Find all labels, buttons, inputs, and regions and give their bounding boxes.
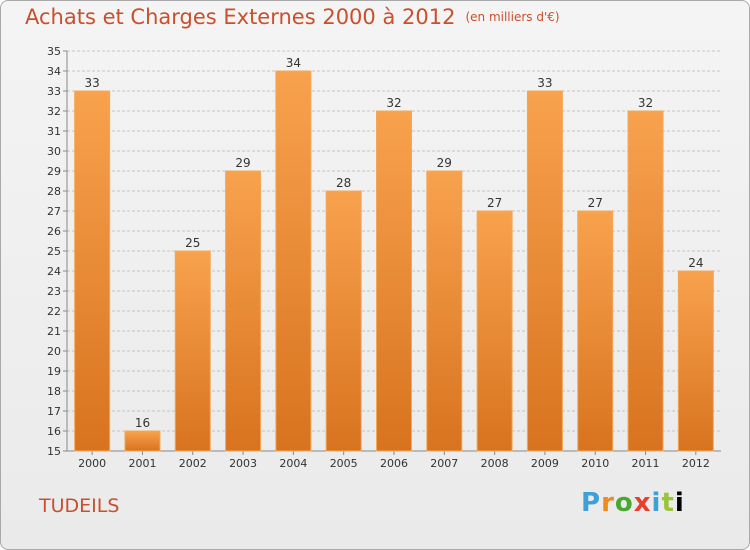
value-label: 27 [588,196,603,210]
logo-letter: i [674,488,685,518]
x-tick-label: 2006 [380,457,408,470]
y-tick-label: 23 [47,285,61,298]
y-tick-label: 19 [47,365,61,378]
value-label: 29 [437,156,452,170]
logo-letter: r [601,488,615,518]
x-tick-label: 2012 [682,457,710,470]
bar-2006 [376,110,412,452]
bar-2005 [325,190,362,452]
x-tick-label: 2010 [581,457,609,470]
bar-2002 [174,250,211,452]
bar-2003 [225,170,262,452]
y-tick-label: 24 [47,265,61,278]
y-tick-label: 28 [47,185,61,198]
y-tick-label: 17 [47,405,61,418]
chart-title: Achats et Charges Externes 2000 à 2012 (e… [25,5,560,29]
y-tick-label: 31 [47,125,61,138]
value-label: 32 [386,96,401,110]
y-tick-label: 33 [47,85,61,98]
value-label: 32 [638,96,653,110]
chart-title-text: Achats et Charges Externes 2000 à 2012 [25,5,456,29]
bar-2011 [627,110,664,452]
y-tick-label: 34 [47,65,61,78]
commune-name: TUDEILS [39,495,120,517]
y-tick-label: 26 [47,225,61,238]
y-tick-label: 18 [47,385,61,398]
y-tick-label: 35 [47,45,61,58]
value-label: 34 [286,56,301,70]
y-tick-label: 16 [47,425,61,438]
x-tick-label: 2007 [430,457,458,470]
logo-letter: x [633,488,652,518]
y-tick-label: 15 [47,445,61,458]
logo-letter: t [661,488,675,518]
x-tick-label: 2001 [128,457,156,470]
y-tick-label: 20 [47,345,61,358]
logo-letter: o [614,488,634,518]
x-tick-label: 2003 [229,457,257,470]
bar-2000 [74,90,111,452]
y-tick-label: 25 [47,245,61,258]
value-label: 16 [135,416,150,430]
logo-letter: P [581,488,602,518]
x-tick-label: 2009 [531,457,559,470]
value-label: 28 [336,176,351,190]
bar-2004 [275,70,312,452]
value-label: 25 [185,236,200,250]
bar-2012 [677,270,714,452]
bar-2009 [526,90,563,452]
x-tick-label: 2002 [179,457,207,470]
proxiti-logo: Proxiti [581,488,685,518]
y-tick-label: 21 [47,325,61,338]
y-tick-label: 32 [47,105,61,118]
x-tick-label: 2008 [481,457,509,470]
value-label: 33 [85,76,100,90]
bars [74,70,714,452]
value-label: 29 [235,156,250,170]
y-tick-label: 30 [47,145,61,158]
y-tick-label: 27 [47,205,61,218]
x-tick-label: 2011 [632,457,660,470]
value-label: 24 [688,256,703,270]
value-label: 33 [537,76,552,90]
chart-unit-note: (en milliers d'€) [465,10,560,24]
y-tick-label: 29 [47,165,61,178]
bar-2001 [124,430,161,452]
x-tick-label: 2004 [279,457,307,470]
logo-letter: i [651,488,662,518]
y-tick-label: 22 [47,305,61,318]
bar-2008 [476,210,513,452]
bar-2010 [577,210,614,452]
x-tick-label: 2000 [78,457,106,470]
labels: 15 16 17 18 19 20 21 22 23 24 25 26 27 28 29 30 31 32 33 34… [47,45,710,470]
x-tick-label: 2005 [330,457,358,470]
value-label: 27 [487,196,502,210]
bar-2007 [426,170,463,452]
